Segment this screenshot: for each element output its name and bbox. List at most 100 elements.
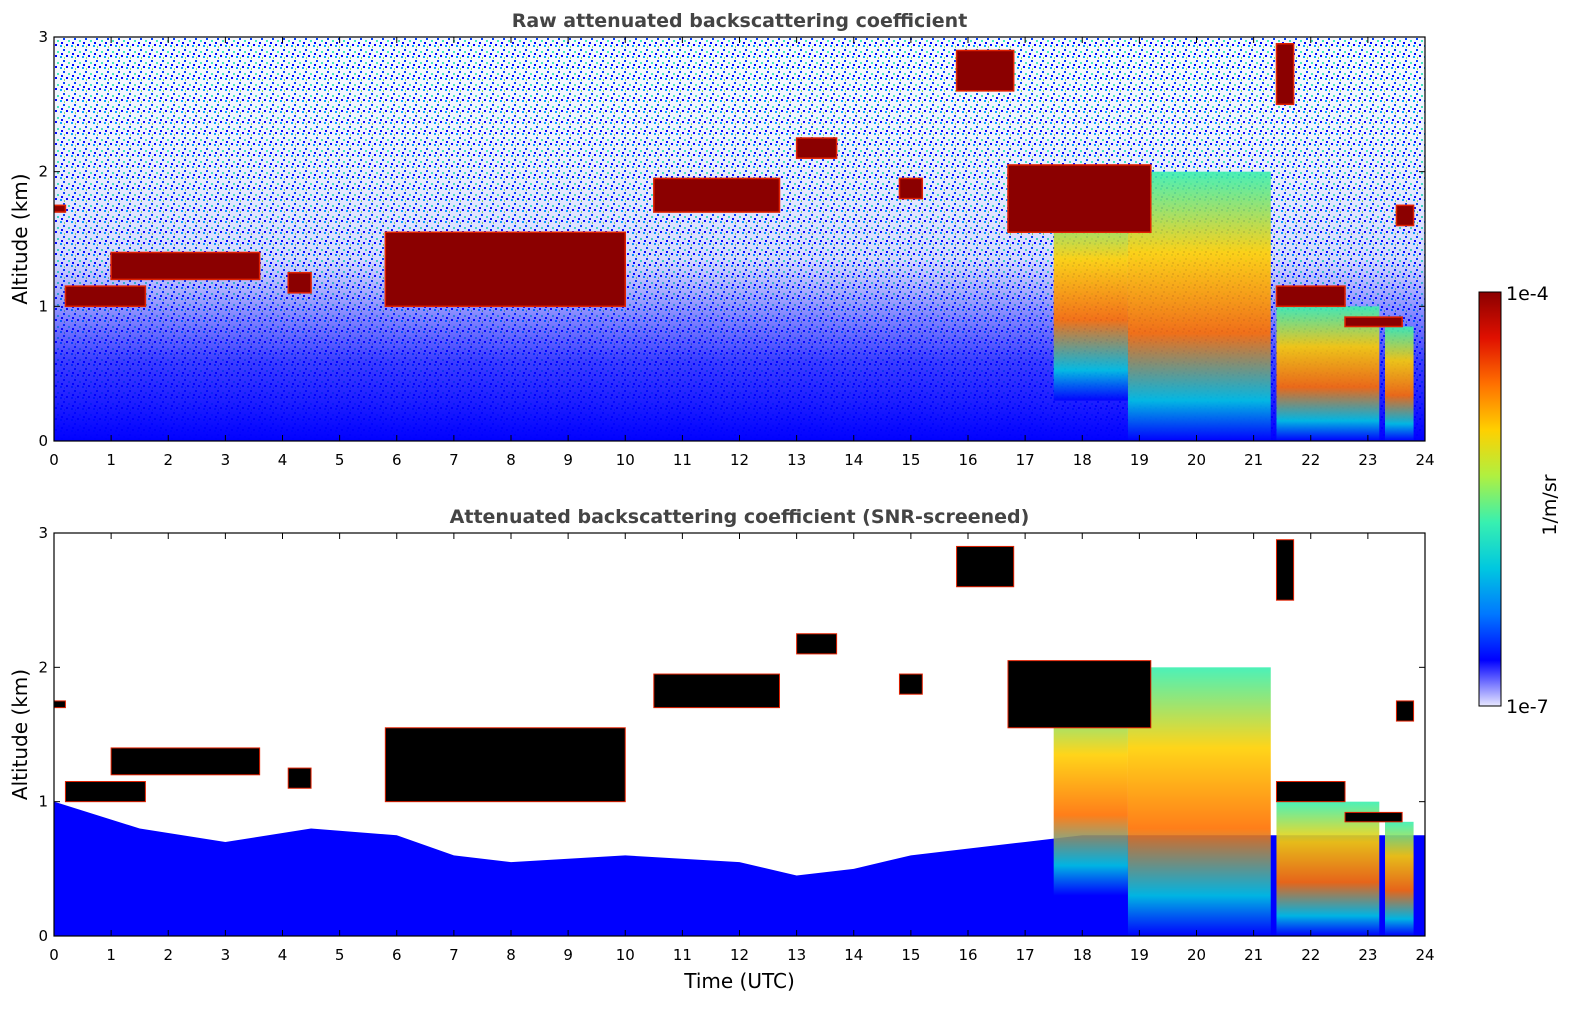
plot-area	[54, 37, 1425, 441]
x-tick-label: 20	[1187, 946, 1206, 964]
y-tick-label: 1	[38, 297, 48, 315]
x-tick-label: 3	[221, 451, 231, 469]
x-tick-label: 20	[1187, 451, 1206, 469]
x-tick-label: 12	[730, 451, 749, 469]
x-tick-label: 17	[1016, 946, 1035, 964]
cloud-layer	[1395, 204, 1415, 227]
x-tick-label: 5	[335, 451, 345, 469]
cloud-layer	[1275, 285, 1346, 308]
x-tick-label: 16	[958, 946, 977, 964]
x-tick-label: 14	[844, 451, 863, 469]
x-tick-label: 10	[616, 946, 635, 964]
x-tick-label: 10	[616, 451, 635, 469]
x-tick-label: 0	[49, 946, 59, 964]
x-tick-label: 16	[958, 451, 977, 469]
cloud-layer	[653, 673, 780, 709]
x-tick-label: 7	[449, 946, 459, 964]
cloud-layer	[54, 700, 66, 709]
y-tick-label: 3	[38, 524, 48, 542]
x-tick-label: 18	[1073, 946, 1092, 964]
panel-1: 0 1 2 3 4 5 6 7 8 9 10 11 12 13 14 15 16 17 18 19 20 21 22 23 24…	[8, 10, 1435, 469]
x-tick-label: 24	[1415, 451, 1434, 469]
x-tick-label: 15	[901, 946, 920, 964]
cloud-layer	[384, 727, 626, 803]
cloud-layer	[795, 137, 838, 159]
x-tick-label: 24	[1415, 946, 1434, 964]
colorbar-max-label: 1e-4	[1506, 283, 1549, 305]
panel-title: Attenuated backscattering coefficient (S…	[450, 506, 1030, 528]
colorbar-fill	[1478, 291, 1502, 707]
x-tick-label: 22	[1301, 946, 1320, 964]
colorbar-unit-label: 1/m/sr	[1539, 474, 1561, 535]
y-axis-label: Altitude (km)	[8, 173, 32, 304]
precipitation-streak	[1385, 326, 1414, 441]
y-tick-label: 0	[38, 432, 48, 450]
y-tick-label: 0	[38, 927, 48, 945]
cloud-layer	[1344, 811, 1403, 823]
cloud-layer	[64, 285, 147, 308]
precipitation-streak	[1276, 801, 1380, 936]
cloud-layer	[653, 177, 781, 213]
x-tick-label: 6	[392, 451, 402, 469]
x-tick-label: 6	[392, 946, 402, 964]
x-tick-label: 23	[1358, 451, 1377, 469]
cloud-layer	[898, 673, 923, 695]
y-axis-label: Altitude (km)	[8, 669, 32, 800]
precipitation-streak	[1127, 171, 1271, 441]
x-tick-label: 9	[563, 946, 573, 964]
x-tick-label: 21	[1244, 946, 1263, 964]
plot-area	[54, 533, 1425, 936]
x-tick-label: 17	[1016, 451, 1035, 469]
x-tick-label: 0	[49, 451, 59, 469]
cloud-layer	[1007, 660, 1152, 729]
x-tick-label: 11	[673, 451, 692, 469]
cloud-layer	[898, 177, 924, 200]
x-tick-label: 14	[844, 946, 863, 964]
y-tick-label: 3	[38, 28, 48, 46]
cloud-layer	[64, 781, 146, 803]
cloud-layer	[955, 49, 1015, 92]
cloud-layer	[1007, 164, 1152, 234]
precipitation-streak	[1385, 821, 1414, 936]
x-tick-label: 1	[106, 451, 116, 469]
x-tick-label: 1	[106, 946, 116, 964]
cloud-layer	[1275, 42, 1295, 106]
panel-title: Raw attenuated backscattering coefficien…	[512, 10, 968, 32]
x-tick-label: 9	[563, 451, 573, 469]
x-tick-label: 19	[1130, 946, 1149, 964]
x-tick-label: 12	[730, 946, 749, 964]
cloud-layer	[956, 545, 1015, 588]
colorbar: 1e-4 1e-7 1/m/sr	[1478, 283, 1561, 718]
x-tick-label: 22	[1301, 451, 1320, 469]
cloud-layer	[384, 231, 627, 308]
precipitation-streak	[1276, 306, 1380, 441]
x-tick-label: 11	[673, 946, 692, 964]
x-tick-label: 13	[787, 451, 806, 469]
cloud-layer	[54, 204, 67, 213]
x-tick-label: 3	[221, 946, 231, 964]
x-tick-label: 15	[901, 451, 920, 469]
x-tick-label: 8	[506, 946, 516, 964]
cloud-layer	[1395, 700, 1415, 722]
x-tick-label: 19	[1130, 451, 1149, 469]
x-tick-label: 2	[163, 946, 173, 964]
x-axis-label: Time (UTC)	[683, 969, 795, 993]
cloud-layer	[1344, 316, 1403, 328]
y-tick-label: 2	[38, 658, 48, 676]
cloud-layer	[1275, 539, 1295, 601]
x-tick-label: 5	[335, 946, 345, 964]
colorbar-min-label: 1e-7	[1506, 696, 1549, 718]
panels: 0 1 2 3 4 5 6 7 8 9 10 11 12 13 14 15 16 17 18 19 20 21 22 23 24…	[8, 10, 1435, 993]
panel-2: 0 1 2 3 4 5 6 7 8 9 10 11 12 13 14 15 16 17 18 19 20 21 22 23 24…	[8, 506, 1435, 993]
x-tick-label: 23	[1358, 946, 1377, 964]
x-tick-label: 8	[506, 451, 516, 469]
y-tick-label: 1	[38, 793, 48, 811]
cloud-layer	[287, 767, 312, 789]
x-tick-label: 13	[787, 946, 806, 964]
x-tick-label: 18	[1073, 451, 1092, 469]
cloud-layer	[796, 633, 838, 655]
x-tick-label: 4	[278, 451, 288, 469]
cloud-layer	[110, 747, 261, 776]
x-tick-label: 4	[278, 946, 288, 964]
